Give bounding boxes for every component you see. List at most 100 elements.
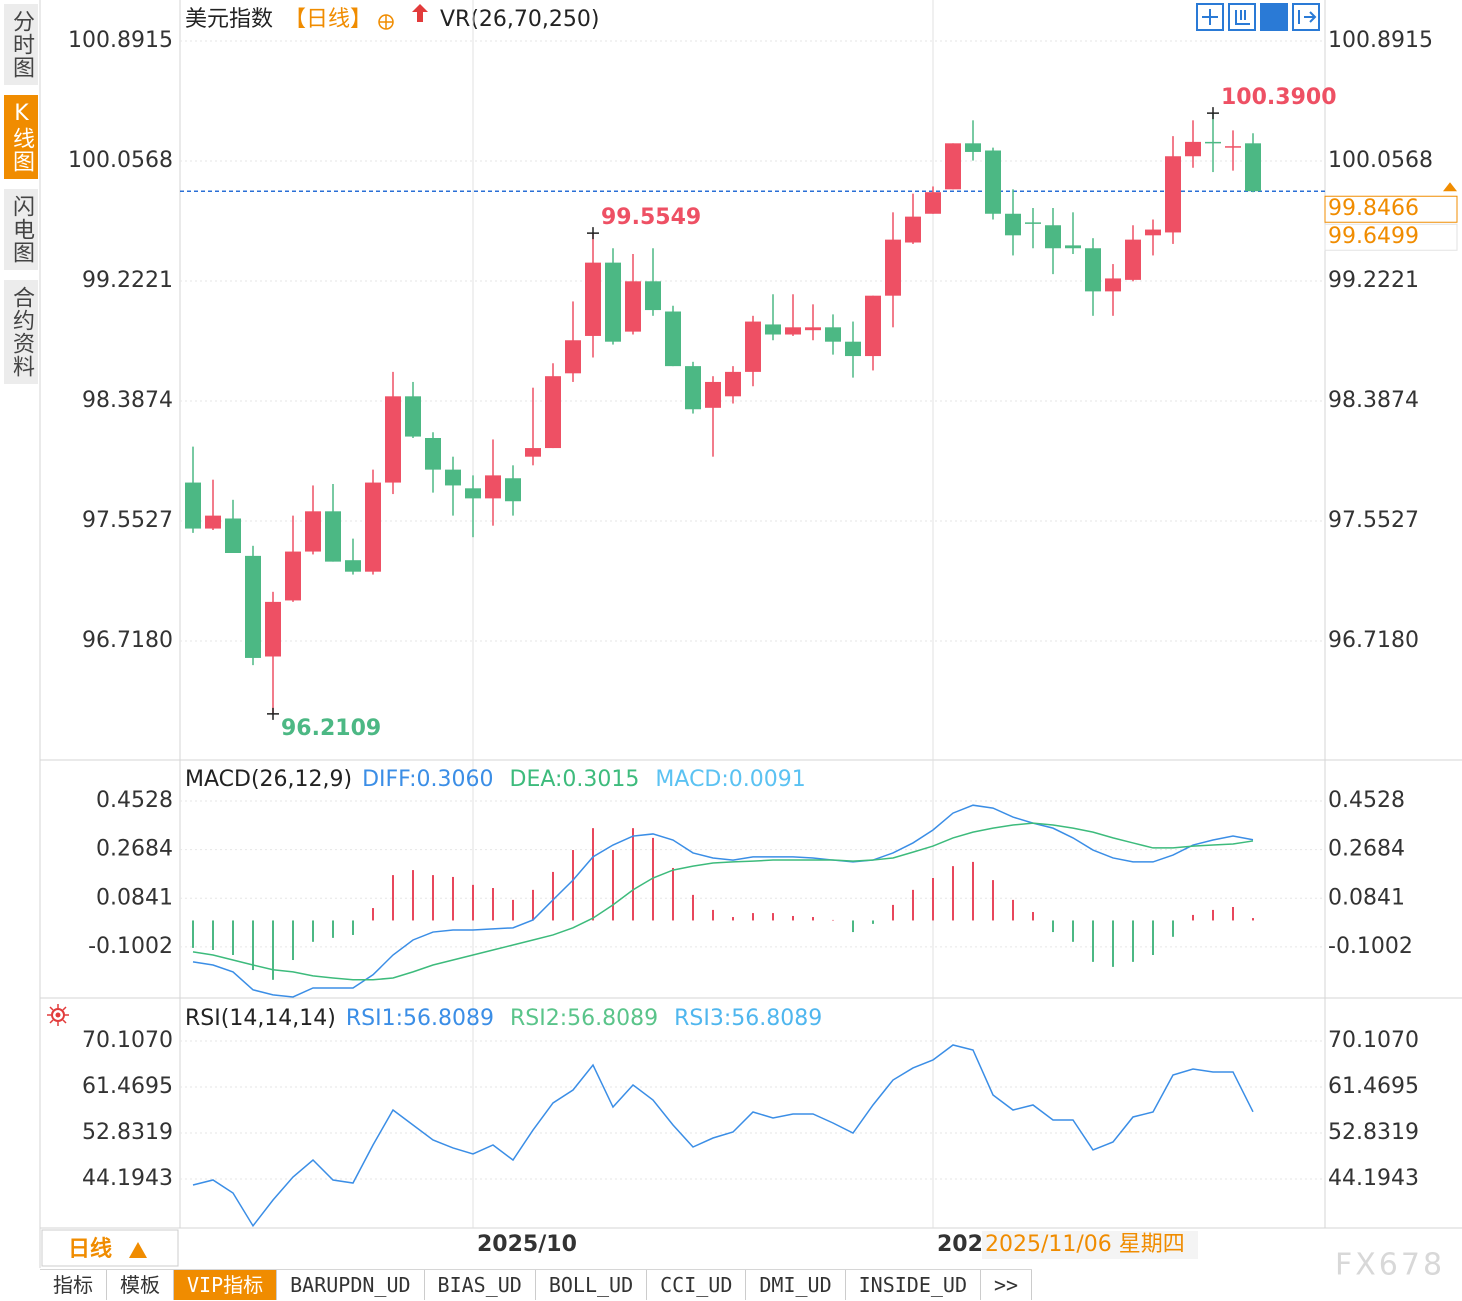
candle-body bbox=[925, 192, 941, 214]
candle-body bbox=[905, 216, 921, 243]
candle-body bbox=[265, 601, 281, 657]
y-tick-label: 0.0841 bbox=[96, 885, 173, 910]
candle-body bbox=[585, 262, 601, 336]
indicator-line bbox=[192, 1044, 1254, 1228]
cursor-label-box bbox=[982, 1231, 1198, 1259]
candle-body bbox=[485, 475, 501, 499]
candle-body bbox=[745, 321, 761, 372]
sidebar-tab[interactable]: 分时图 bbox=[4, 4, 38, 85]
candle-body bbox=[705, 381, 721, 408]
indicator-tab[interactable]: DMI_UD bbox=[746, 1270, 846, 1300]
candle-body bbox=[685, 366, 701, 410]
candle-body bbox=[325, 511, 341, 562]
y-tick-label-right: 96.7180 bbox=[1328, 628, 1419, 653]
indicator-line bbox=[192, 804, 1254, 998]
indicator-line bbox=[192, 822, 1254, 981]
y-tick-label: 96.7180 bbox=[82, 628, 173, 653]
candle-body bbox=[425, 438, 441, 470]
candle-body bbox=[1025, 222, 1041, 224]
candle-body bbox=[1125, 239, 1141, 280]
icon-dot bbox=[55, 1012, 61, 1018]
candle-body bbox=[225, 518, 241, 554]
candle-body bbox=[185, 482, 201, 529]
extreme-marker bbox=[587, 227, 599, 240]
candle-body bbox=[1045, 225, 1061, 249]
y-tick-label-right: 0.0841 bbox=[1328, 885, 1405, 910]
candle-body bbox=[505, 478, 521, 502]
add-icon[interactable] bbox=[378, 14, 394, 30]
period-label[interactable]: 【日线】 bbox=[284, 7, 372, 32]
y-tick-label-right: 98.3874 bbox=[1328, 388, 1419, 413]
period-button-box bbox=[41, 1229, 179, 1267]
period-button[interactable]: 日线 bbox=[41, 1229, 179, 1267]
y-tick-label: -0.1002 bbox=[88, 934, 173, 959]
period-button-arrow bbox=[129, 1242, 147, 1258]
y-tick-label-right: 44.1943 bbox=[1328, 1166, 1419, 1191]
candle-body bbox=[865, 295, 881, 357]
sidebar: 分时图 K线图闪电图合约资料 bbox=[4, 4, 38, 394]
price-marker bbox=[1443, 182, 1457, 192]
indicator-label: VR(26,70,250) bbox=[440, 7, 599, 32]
indicator-tab[interactable]: 模板 bbox=[107, 1270, 174, 1300]
cursor-label: 2025/11/06 星期四 bbox=[985, 1232, 1185, 1257]
candle-body bbox=[565, 340, 581, 374]
candle-body bbox=[985, 150, 1001, 214]
candle-body bbox=[645, 281, 661, 311]
indicator-tab[interactable]: BOLL_UD bbox=[536, 1270, 648, 1300]
extreme-marker bbox=[267, 707, 279, 720]
indicator-tab[interactable]: >> bbox=[981, 1270, 1033, 1300]
indicator-arrow-icon[interactable] bbox=[412, 4, 428, 22]
watermark: FX678 bbox=[1335, 1248, 1445, 1283]
legend-entry: MACD:0.0091 bbox=[655, 767, 805, 792]
icon-rays bbox=[47, 1004, 69, 1026]
candle-body bbox=[785, 327, 801, 335]
extreme-label: 100.3900 bbox=[1221, 85, 1337, 110]
candle-body bbox=[1145, 229, 1161, 236]
candle-body bbox=[1065, 245, 1081, 249]
panel-title: RSI(14,14,14) bbox=[185, 1006, 336, 1031]
extreme-label: 99.5549 bbox=[601, 205, 701, 230]
price-label-box bbox=[1324, 223, 1458, 251]
sidebar-tab[interactable]: K线图 bbox=[4, 95, 38, 179]
candle-body bbox=[945, 143, 961, 190]
price-label: 99.8466 bbox=[1328, 196, 1419, 221]
x-tick-label: 202 bbox=[937, 1232, 983, 1257]
y-tick-label: 97.5527 bbox=[82, 508, 173, 533]
sidebar-tab[interactable]: 合约资料 bbox=[4, 280, 38, 384]
candle-body bbox=[1245, 143, 1261, 192]
indicator-tab[interactable]: BIAS_UD bbox=[425, 1270, 536, 1300]
candle-body bbox=[285, 551, 301, 601]
candle-body bbox=[465, 488, 481, 499]
legend-entry: RSI3:56.8089 bbox=[674, 1006, 822, 1031]
legend-entry: RSI1:56.8089 bbox=[346, 1006, 494, 1031]
period-button-label: 日线 bbox=[68, 1236, 112, 1262]
candle-body bbox=[305, 511, 321, 552]
y-tick-label: 99.2221 bbox=[82, 268, 173, 293]
y-tick-label-right: 52.8319 bbox=[1328, 1120, 1419, 1145]
candle-body bbox=[445, 469, 461, 486]
indicator-tab[interactable]: VIP指标 bbox=[174, 1270, 278, 1300]
rsi-settings-icon[interactable] bbox=[47, 1004, 69, 1026]
y-tick-label-right: 99.2221 bbox=[1328, 268, 1419, 293]
candle-body bbox=[1085, 248, 1101, 292]
indicator-tab[interactable]: BARUPDN_UD bbox=[277, 1270, 425, 1300]
legend-entry: DEA:0.3015 bbox=[510, 767, 640, 792]
indicator-tab[interactable]: 指标 bbox=[40, 1270, 107, 1300]
price-label-box bbox=[1324, 195, 1458, 223]
sidebar-tab[interactable]: 闪电图 bbox=[4, 189, 38, 270]
legend-entry: DIFF:0.3060 bbox=[362, 767, 493, 792]
extreme-marker bbox=[1207, 107, 1219, 120]
indicator-tab[interactable]: INSIDE_UD bbox=[846, 1270, 982, 1300]
candle-body bbox=[725, 371, 741, 397]
toolbar-button[interactable] bbox=[1196, 3, 1224, 31]
candle-body bbox=[1225, 146, 1241, 148]
y-tick-label: 0.4528 bbox=[96, 788, 173, 813]
candle-body bbox=[965, 143, 981, 152]
candle-body bbox=[845, 341, 861, 357]
indicator-tab[interactable]: CCI_UD bbox=[647, 1270, 747, 1300]
y-tick-label-right: 97.5527 bbox=[1328, 508, 1419, 533]
y-tick-label-right: 61.4695 bbox=[1328, 1074, 1419, 1099]
candle-body bbox=[525, 448, 541, 457]
